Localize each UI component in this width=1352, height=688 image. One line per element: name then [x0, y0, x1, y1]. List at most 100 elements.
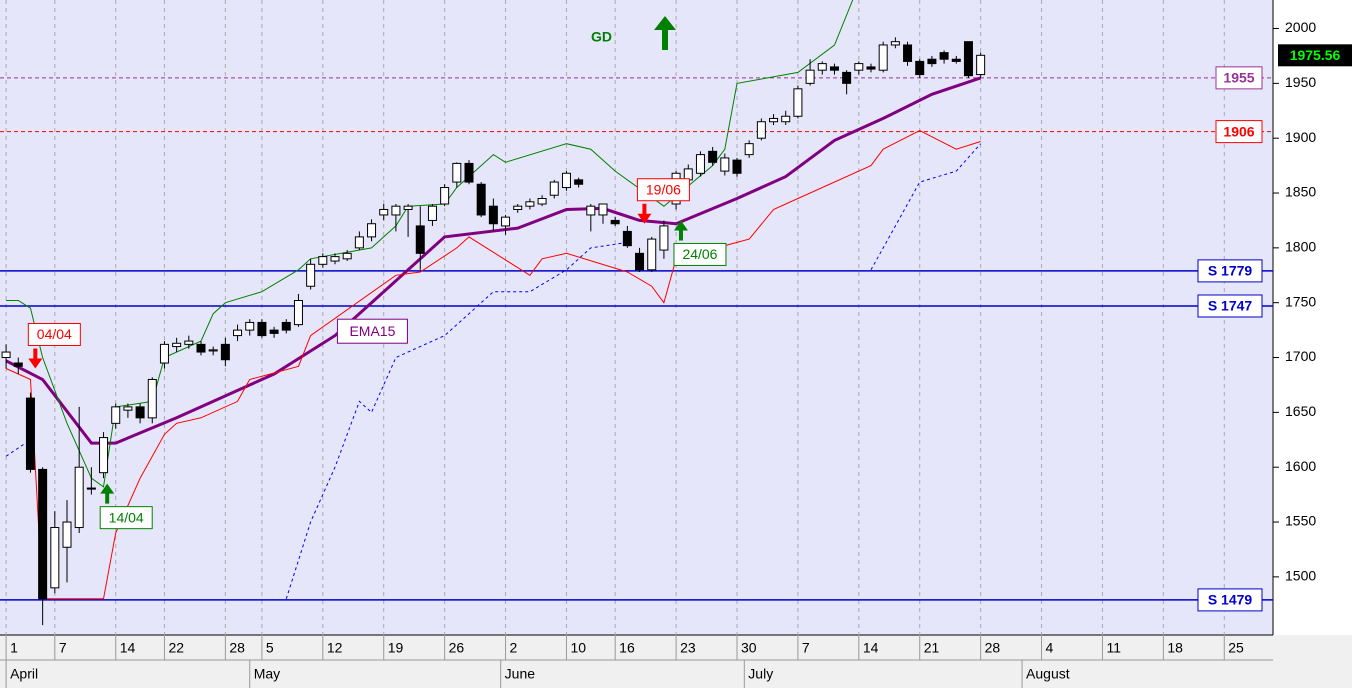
- level-label: 1955: [1223, 70, 1254, 86]
- candle-body: [111, 406, 121, 424]
- month-label: August: [1026, 666, 1070, 682]
- candle-body: [878, 44, 888, 71]
- x-tick-label: 14: [863, 640, 879, 656]
- candle-body: [440, 187, 450, 205]
- candle-body: [38, 468, 48, 600]
- candle-body: [367, 223, 377, 238]
- x-tick-label: 28: [985, 640, 1001, 656]
- candle-body: [574, 179, 584, 185]
- x-tick-label: 21: [924, 640, 940, 656]
- candle-body: [732, 159, 742, 174]
- candle-body: [598, 203, 608, 216]
- candle-body: [561, 172, 571, 189]
- candle-body: [196, 343, 206, 353]
- candle-body: [537, 198, 547, 205]
- x-tick-label: 11: [1106, 640, 1121, 656]
- candle-body: [817, 63, 827, 71]
- candle-body: [330, 256, 340, 262]
- level-label: 1906: [1223, 123, 1254, 139]
- x-tick-label: 2: [510, 640, 518, 656]
- candle-body: [342, 252, 352, 260]
- x-tick-label: 30: [741, 640, 757, 656]
- y-tick-label: 1850: [1285, 184, 1316, 200]
- candle-body: [854, 63, 864, 71]
- y-tick-label: 2000: [1285, 19, 1316, 35]
- y-tick-label: 1550: [1285, 513, 1316, 529]
- x-tick-label: 16: [619, 640, 635, 656]
- x-tick-label: 5: [266, 640, 274, 656]
- level-label: S 1779: [1208, 263, 1253, 279]
- candle-body: [695, 154, 705, 174]
- signal-box: [27, 322, 81, 346]
- signal-arrow: [28, 348, 43, 369]
- level-label: S 1479: [1208, 592, 1253, 608]
- candle-body: [720, 157, 730, 172]
- y-tick-label: 1750: [1285, 293, 1316, 309]
- level-box: [1215, 120, 1263, 144]
- candle-body: [379, 208, 389, 216]
- candle-body: [1, 351, 11, 359]
- signal-label: 19/06: [646, 181, 681, 197]
- candle-body: [976, 54, 986, 76]
- x-tick-label: 1: [10, 640, 18, 656]
- line-label: EMA15: [349, 323, 395, 339]
- x-tick-label: 22: [168, 640, 184, 656]
- candle-body: [586, 205, 596, 216]
- month-label: June: [505, 666, 536, 682]
- candle-body: [829, 66, 839, 71]
- indicator-line: [6, 0, 854, 488]
- candle-body: [488, 205, 498, 225]
- annotation-arrow: [654, 16, 676, 50]
- x-tick-label: 18: [1167, 640, 1183, 656]
- annotation: GD: [591, 29, 612, 45]
- level-box: [1197, 588, 1263, 612]
- candle-body: [403, 205, 413, 210]
- x-tick-label: 12: [327, 640, 343, 656]
- x-tick-label: 10: [570, 640, 586, 656]
- candle-body: [245, 321, 255, 331]
- candle-body: [354, 236, 364, 249]
- candle-body: [622, 230, 632, 247]
- y-tick-label: 1900: [1285, 129, 1316, 145]
- plot-area: [0, 0, 1273, 635]
- signal-box: [99, 506, 153, 530]
- candle-body: [208, 349, 218, 352]
- candle-body: [549, 181, 559, 196]
- candle-body: [452, 162, 462, 183]
- signal-box: [636, 178, 690, 202]
- y-tick-label: 1800: [1285, 239, 1316, 255]
- y-tick-label: 1650: [1285, 403, 1316, 419]
- candle-body: [866, 66, 876, 70]
- x-tick-label: 28: [229, 640, 245, 656]
- candle-body: [805, 69, 815, 84]
- candle-body: [62, 521, 72, 548]
- signal-arrow: [637, 203, 652, 224]
- price-tag: [1278, 44, 1352, 67]
- candle-body: [793, 88, 803, 117]
- candle-body: [281, 321, 291, 331]
- candle-body: [415, 225, 425, 254]
- plot: [0, 0, 1273, 626]
- candle-body: [744, 143, 754, 156]
- candle-body: [172, 342, 182, 348]
- level-box: [1197, 259, 1263, 283]
- candle-body: [159, 343, 169, 364]
- candle-body: [683, 168, 693, 181]
- candle-body: [427, 205, 437, 221]
- x-tick-label: 23: [680, 640, 696, 656]
- candle-body: [391, 205, 401, 216]
- candle-body: [610, 219, 620, 225]
- candle-body: [501, 216, 511, 227]
- candle-body: [74, 466, 84, 529]
- x-tick-label: 26: [449, 640, 465, 656]
- candle-body: [464, 162, 474, 183]
- month-label: May: [254, 666, 280, 682]
- y-axis-area: [1273, 0, 1352, 635]
- candle-body: [99, 437, 109, 474]
- x-tick-label: 14: [120, 640, 136, 656]
- candle-body: [927, 58, 937, 65]
- candle-body: [659, 225, 669, 251]
- candle-body: [147, 378, 157, 419]
- price-tag-label: 1975.56: [1290, 47, 1341, 63]
